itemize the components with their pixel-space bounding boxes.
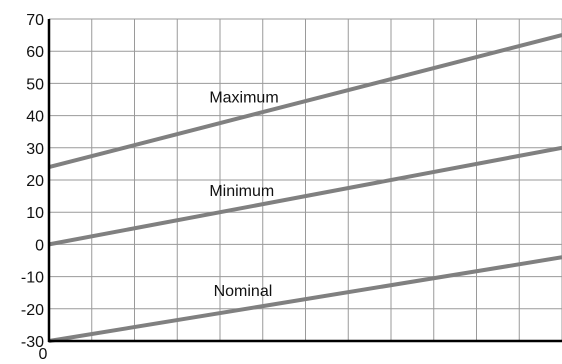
series-labels: Maximum Minimum Nominal bbox=[209, 90, 278, 300]
y-tick-labels: 70 60 50 40 30 20 10 0 -10 -20 -30 bbox=[21, 12, 44, 351]
y-tick-label: -30 bbox=[21, 334, 44, 351]
y-tick-label: 0 bbox=[35, 237, 44, 254]
y-tick-label: 60 bbox=[26, 44, 44, 61]
y-tick-label: 40 bbox=[26, 109, 44, 126]
axes bbox=[47, 19, 562, 343]
y-tick-label: -10 bbox=[21, 270, 44, 287]
y-tick-label: 30 bbox=[26, 141, 44, 158]
y-tick-label: 70 bbox=[26, 12, 44, 29]
y-tick-label: -20 bbox=[21, 302, 44, 319]
series-group bbox=[48, 33, 562, 343]
series-line-maximum bbox=[48, 33, 562, 170]
x-tick-labels: 0 bbox=[39, 346, 48, 363]
grid bbox=[48, 18, 562, 342]
series-label-minimum: Minimum bbox=[209, 183, 274, 200]
y-tick-label: 50 bbox=[26, 76, 44, 93]
series-label-maximum: Maximum bbox=[209, 90, 278, 107]
series-label-nominal: Nominal bbox=[214, 283, 273, 300]
y-tick-label: 10 bbox=[26, 205, 44, 222]
series-line-minimum bbox=[48, 145, 562, 247]
x-tick-label: 0 bbox=[39, 346, 48, 363]
y-tick-label: 20 bbox=[26, 173, 44, 190]
series-line-nominal bbox=[48, 255, 562, 343]
